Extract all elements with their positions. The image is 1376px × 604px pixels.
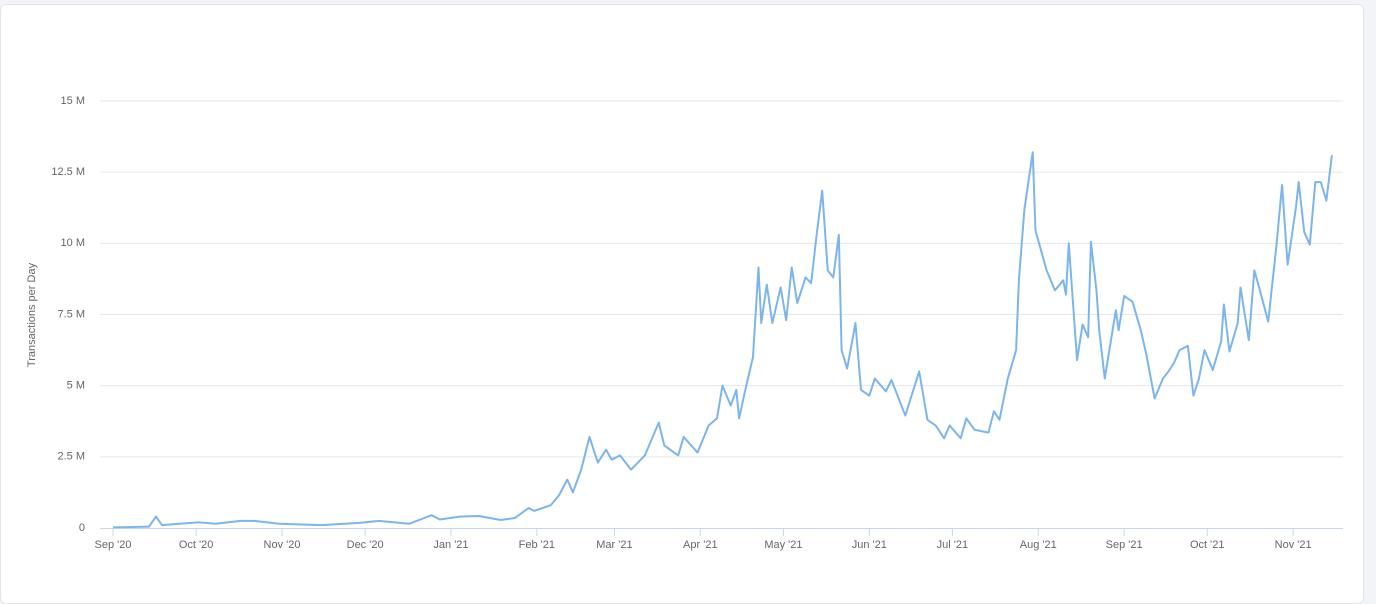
- x-tick-label: Feb '21: [519, 539, 555, 551]
- chart: Transactions per Day 0 2.5 M 5 M 7.5 M 10 M 1…: [26, 95, 1343, 551]
- y-tick-label: 5 M: [67, 380, 85, 392]
- x-tick-label: Oct '20: [179, 539, 214, 551]
- y-tick-label: 12.5 M: [51, 166, 85, 178]
- x-tick-label: Jul '21: [937, 539, 968, 551]
- x-tick-label: Nov '21: [1275, 539, 1312, 551]
- x-tick-label: Sep '20: [95, 539, 132, 551]
- x-tick-label: Nov '20: [264, 539, 301, 551]
- y-tick-label: 2.5 M: [57, 451, 85, 463]
- y-tick-label: 0: [79, 522, 85, 534]
- x-tick-label: Oct '21: [1190, 539, 1225, 551]
- x-tick-label: Apr '21: [683, 539, 718, 551]
- x-tick-label: Dec '20: [347, 539, 384, 551]
- y-axis-title: Transactions per Day: [26, 262, 38, 367]
- x-tick-label: May '21: [764, 539, 802, 551]
- page: Transactions per Day 0 2.5 M 5 M 7.5 M 10 M 1…: [0, 4, 1364, 604]
- x-tick-label: Aug '21: [1020, 539, 1057, 551]
- x-tick-label: Sep '21: [1106, 539, 1143, 551]
- x-tick-label: Jun '21: [852, 539, 887, 551]
- x-tick-label: Mar '21: [596, 539, 632, 551]
- y-tick-label: 15 M: [61, 95, 85, 107]
- data-line: [112, 151, 1333, 529]
- y-tick-label: 7.5 M: [57, 308, 85, 320]
- y-tick-label: 10 M: [61, 237, 85, 249]
- x-tick-label: Jan '21: [433, 539, 468, 551]
- chart-card: [0, 4, 1364, 604]
